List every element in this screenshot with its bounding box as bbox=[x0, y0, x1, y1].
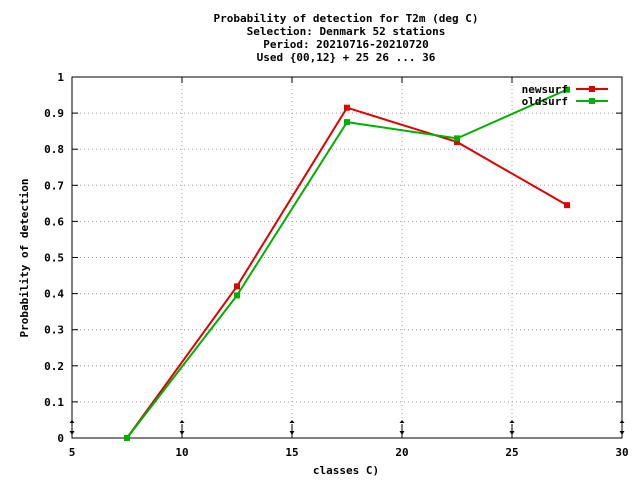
x-tick-label: 5 bbox=[69, 446, 76, 459]
bottom-marker-bottom bbox=[69, 431, 75, 435]
data-point-oldsurf bbox=[564, 86, 570, 93]
bottom-marker-top bbox=[509, 420, 515, 423]
data-point-oldsurf bbox=[124, 435, 130, 441]
bottom-marker-top bbox=[289, 420, 295, 423]
legend-marker-newsurf bbox=[589, 86, 595, 92]
data-point-oldsurf bbox=[454, 135, 460, 142]
y-axis-label: Probability of detection bbox=[18, 179, 31, 338]
x-axis-label: classes C) bbox=[313, 464, 379, 477]
y-tick-label: 0.3 bbox=[44, 324, 64, 337]
bottom-marker-bottom bbox=[289, 431, 295, 435]
bottom-marker-top bbox=[399, 420, 405, 423]
y-tick-label: 0.2 bbox=[44, 360, 64, 373]
series-layer bbox=[124, 86, 570, 441]
y-tick-label: 0.6 bbox=[44, 215, 64, 228]
bottom-marker-top bbox=[69, 420, 75, 423]
legend-marker-oldsurf bbox=[589, 98, 595, 104]
data-point-newsurf bbox=[454, 138, 460, 145]
data-point-newsurf bbox=[344, 104, 350, 111]
bottom-markers bbox=[69, 420, 625, 436]
y-tick-label: 0 bbox=[57, 432, 64, 445]
series-line-oldsurf bbox=[126, 88, 568, 439]
grid bbox=[72, 77, 622, 438]
bottom-marker-bottom bbox=[399, 431, 405, 435]
axis-ticks: 00.10.20.30.40.50.60.70.80.915 10 15 20 25 30 bbox=[44, 71, 629, 459]
bottom-marker-bottom bbox=[179, 431, 185, 435]
legend-label-newsurf: newsurf bbox=[522, 83, 568, 96]
y-tick-label: 0.9 bbox=[44, 107, 64, 120]
title-line-2: Selection: Denmark 52 stations bbox=[247, 25, 446, 38]
bottom-marker-top bbox=[179, 420, 185, 423]
y-tick-label: 0.1 bbox=[44, 396, 64, 409]
x-tick-label: 30 bbox=[615, 446, 628, 459]
data-point-newsurf bbox=[234, 283, 240, 290]
data-point-oldsurf bbox=[234, 292, 240, 299]
title-line-3: Period: 20210716-20210720 bbox=[263, 38, 429, 51]
legend-label-oldsurf: oldsurf bbox=[522, 95, 568, 108]
data-point-newsurf bbox=[564, 202, 570, 209]
bottom-marker-bottom bbox=[619, 431, 625, 435]
x-tick-label: 15 bbox=[285, 446, 298, 459]
y-tick-label: 0.8 bbox=[44, 143, 64, 156]
title-line-4: Used {00,12} + 25 26 ... 36 bbox=[257, 51, 436, 64]
x-tick-label: 10 bbox=[175, 446, 188, 459]
title-line-1: Probability of detection for T2m (deg C) bbox=[214, 12, 479, 25]
data-point-oldsurf bbox=[344, 119, 350, 126]
y-tick-label: 0.5 bbox=[44, 252, 64, 265]
plot-frame bbox=[71, 76, 623, 439]
x-tick-label: 25 bbox=[505, 446, 518, 459]
y-tick-label: 0.7 bbox=[44, 179, 64, 192]
chart-title: Probability of detection for T2m (deg C)… bbox=[214, 12, 479, 64]
x-tick-label: 20 bbox=[395, 446, 408, 459]
series-line-newsurf bbox=[126, 106, 568, 439]
bottom-marker-bottom bbox=[509, 431, 515, 435]
bottom-marker-top bbox=[619, 420, 625, 423]
y-tick-label: 0.4 bbox=[44, 288, 64, 301]
y-tick-label: 1 bbox=[57, 71, 64, 84]
